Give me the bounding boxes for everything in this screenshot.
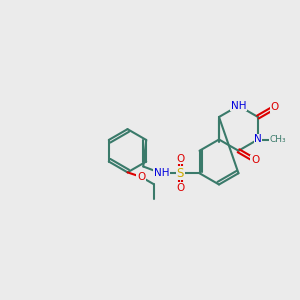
Text: S: S <box>177 167 184 180</box>
Text: N: N <box>254 134 262 145</box>
Text: O: O <box>176 183 184 193</box>
Text: O: O <box>176 154 184 164</box>
Text: O: O <box>270 102 279 112</box>
Text: CH₃: CH₃ <box>270 135 286 144</box>
Text: O: O <box>251 155 259 165</box>
Text: NH: NH <box>154 168 169 178</box>
Text: NH: NH <box>231 101 246 111</box>
Text: O: O <box>137 172 145 182</box>
